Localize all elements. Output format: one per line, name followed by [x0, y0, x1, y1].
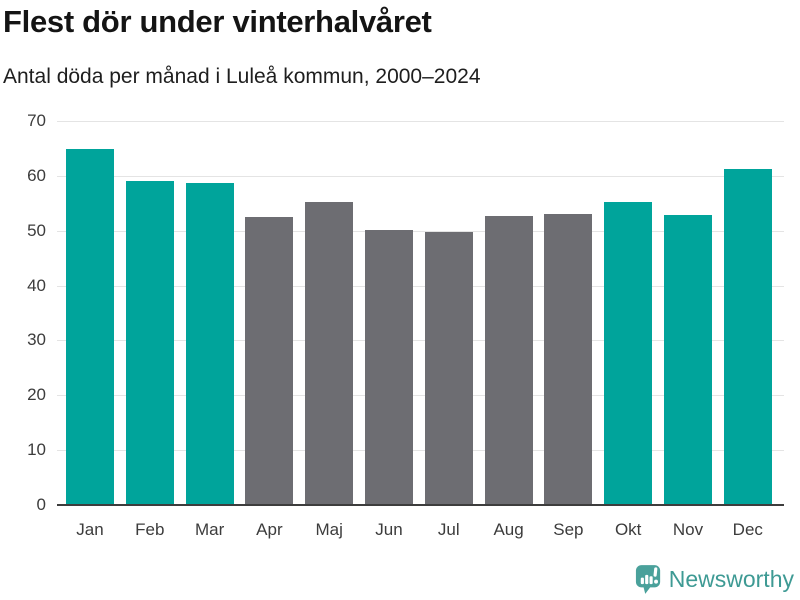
x-tick-label-jun: Jun: [375, 520, 403, 539]
y-tick-label-40: 40: [27, 275, 46, 295]
newsworthy-logo-icon: [635, 565, 660, 594]
gridline-20: [57, 395, 784, 397]
gridline-50: [57, 230, 784, 232]
x-tick-label-aug: Aug: [493, 520, 524, 539]
y-tick-label-0: 0: [36, 495, 46, 514]
bar-maj: [305, 201, 354, 504]
bar-aug: [484, 216, 533, 504]
y-tick-label-10: 10: [27, 440, 46, 460]
bar-jun: [365, 229, 413, 504]
y-tick-label-30: 30: [27, 330, 46, 350]
gridline-10: [57, 450, 784, 452]
y-tick-label-50: 50: [27, 220, 46, 240]
plot-area: [57, 121, 784, 506]
gridline-30: [57, 340, 784, 342]
x-tick-label-apr: Apr: [256, 520, 283, 539]
x-tick-label-mar: Mar: [194, 520, 225, 539]
bar-dec: [723, 169, 772, 504]
bar-apr: [245, 216, 294, 504]
x-axis-line: [57, 503, 784, 506]
bar-okt: [604, 201, 653, 504]
bar-jul: [424, 231, 473, 504]
gridline-70: [57, 121, 784, 122]
gridline-40: [57, 285, 784, 287]
brand-logo-link[interactable]: Newsworthy: [635, 564, 794, 595]
y-tick-label-60: 60: [27, 165, 46, 185]
x-tick-label-dec: Dec: [732, 520, 763, 539]
bar-feb: [125, 181, 174, 504]
bar-nov: [664, 214, 712, 504]
x-tick-label-sep: Sep: [553, 520, 584, 539]
bar-jan: [66, 148, 114, 504]
x-tick-label-feb: Feb: [135, 520, 165, 539]
brand-name: Newsworthy: [668, 566, 794, 592]
gridline-60: [57, 175, 784, 177]
x-tick-label-nov: Nov: [672, 520, 704, 539]
chart-subtitle: Antal döda per månad i Luleå kommun, 200…: [3, 65, 481, 88]
bar-mar: [185, 182, 234, 504]
x-tick-label-jan: Jan: [76, 520, 104, 539]
x-tick-label-maj: Maj: [315, 520, 343, 539]
x-tick-label-okt: Okt: [614, 520, 642, 539]
x-tick-label-jul: Jul: [437, 520, 460, 539]
chart-title: Flest dör under vinterhalvåret: [3, 4, 432, 39]
bar-sep: [544, 213, 593, 504]
y-tick-label-70: 70: [27, 111, 46, 130]
y-tick-label-20: 20: [27, 385, 46, 405]
